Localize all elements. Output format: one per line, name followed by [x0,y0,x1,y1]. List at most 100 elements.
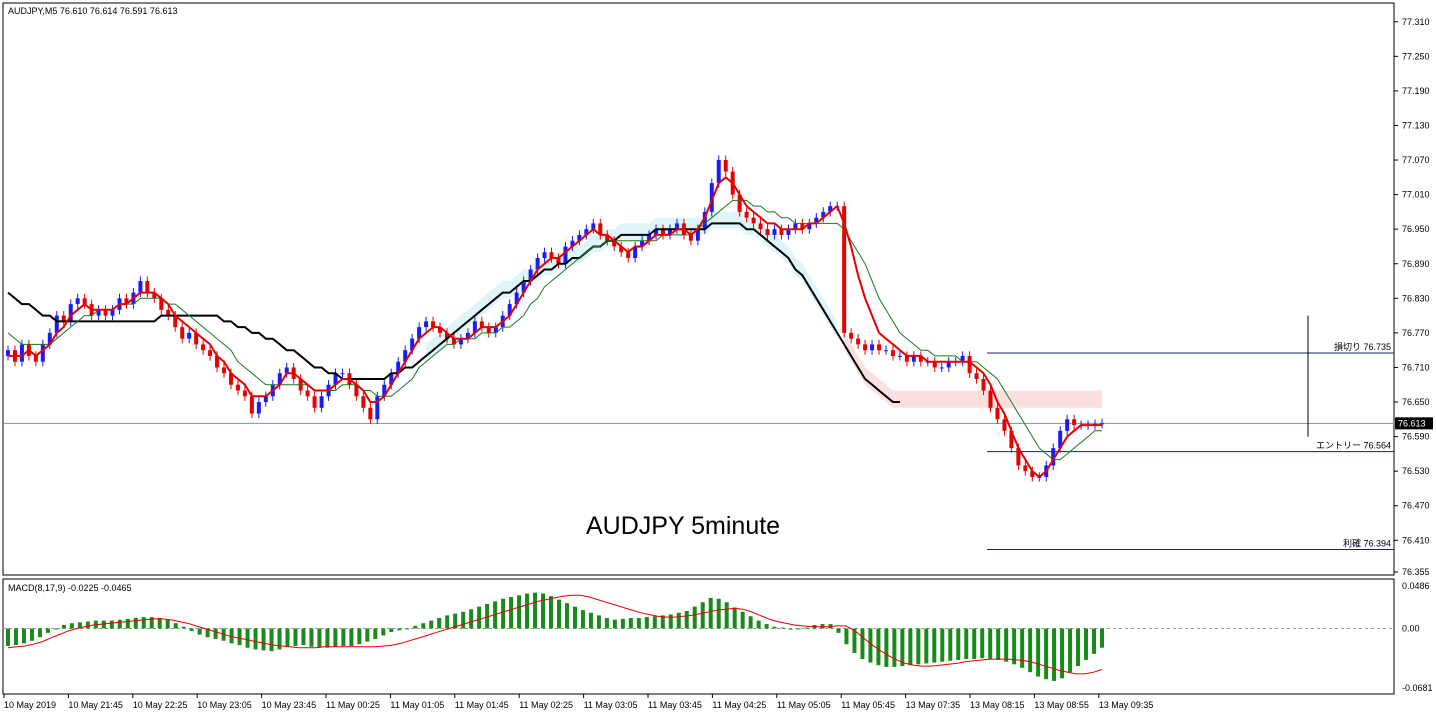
candle-body [96,309,101,316]
price-tick-label: 76.410 [1402,535,1430,545]
macd-bar [932,628,937,663]
candle-body [870,344,875,351]
candle-body [145,281,150,293]
candle-body [904,355,909,362]
macd-bar [365,628,370,642]
candle-body [361,396,366,408]
price-tick-label: 76.830 [1402,293,1430,303]
price-tick-label: 76.710 [1402,362,1430,372]
macd-indicator: 0.0486 0.00 -0.0681 [3,581,1433,693]
candle-body [842,206,847,333]
macd-bar [69,623,74,629]
macd-bar [1060,628,1065,679]
candle-body [444,332,449,339]
candle-body [465,332,470,339]
candle-body [458,338,463,345]
candle-body [563,246,568,264]
macd-bar [541,593,546,629]
macd-bar [852,628,857,653]
macd-bar [333,628,338,647]
macd-bar [229,628,234,644]
time-label: 11 May 03:05 [584,700,638,710]
candle-body [208,350,213,356]
macd-bar [652,616,657,629]
slow-ma-line [7,222,900,403]
macd-bar [45,628,50,633]
time-label: 13 May 07:35 [906,700,961,710]
macd-bar [277,628,282,650]
time-label: 10 May 21:45 [68,700,123,710]
moving-averages [7,175,1102,479]
candle-body [201,344,206,351]
price-tick-label: 76.470 [1402,501,1430,511]
candle-body [215,355,220,368]
macd-bar [133,617,138,629]
candle-body [723,160,728,172]
candle-body [486,327,491,333]
candle-body [180,327,185,339]
macd-bar [389,628,394,632]
candle-body [396,361,401,374]
macd-bar [445,615,450,629]
main-panel-frame [2,2,1395,576]
macd-bar [237,628,242,646]
macd-bar [924,628,929,664]
candle-body [1051,448,1056,466]
candle-body [222,367,227,374]
macd-bar [269,628,274,652]
macd-bar [461,611,466,629]
macd-label: MACD(8,17,9) -0.0225 -0.0465 [8,583,132,593]
candle-body [661,229,666,235]
candle-body [235,384,240,391]
level-label: 損切り 76.735 [1334,341,1391,352]
candle-body [570,240,575,247]
candle-body [47,332,52,345]
candle-body [640,240,645,247]
macd-bar [245,628,250,648]
time-label: 13 May 08:15 [970,700,1025,710]
candle-body [793,223,798,230]
cloud-bullish [426,211,838,362]
macd-bar [349,628,354,646]
cloud-bearish [844,332,1102,408]
macd-bar [628,617,633,629]
candle-body [159,298,164,310]
macd-bar [876,628,881,666]
candle-body [187,332,192,339]
candle-body [856,338,861,345]
time-label: 11 May 04:25 [712,700,766,710]
macd-bar [708,597,713,629]
macd-bar [213,628,218,639]
candle-body [1030,471,1035,477]
candle-body [1072,419,1077,426]
macd-bar [205,628,210,638]
macd-bar [109,620,114,629]
price-tick-label: 76.530 [1402,466,1430,476]
price-tick-label: 77.310 [1402,17,1430,27]
macd-bar [317,628,322,648]
macd-bar [804,627,809,629]
candle-body [451,338,456,345]
time-label: 10 May 2019 [4,700,56,710]
candle-body [535,257,540,270]
macd-bar [301,628,306,646]
macd-bar [636,617,641,629]
candle-body [1009,430,1014,449]
candle-body [521,281,526,293]
time-label: 11 May 05:05 [777,700,831,710]
candle-body [542,252,547,258]
candle-body [688,234,693,241]
candle-body [946,361,951,368]
macd-bar [261,628,266,651]
candle-body [110,309,115,316]
macd-bar [604,617,609,629]
macd-bar [1020,628,1025,668]
candle-body [403,350,408,362]
macd-bar [692,606,697,629]
candle-body [988,390,993,408]
macd-bar [509,597,514,629]
time-axis: 10 May 2019 10 May 21:45 10 May 22:25 10 Ma… [3,694,1153,710]
candle-body [166,309,171,316]
candle-body [194,332,199,345]
macd-bar [740,611,745,629]
